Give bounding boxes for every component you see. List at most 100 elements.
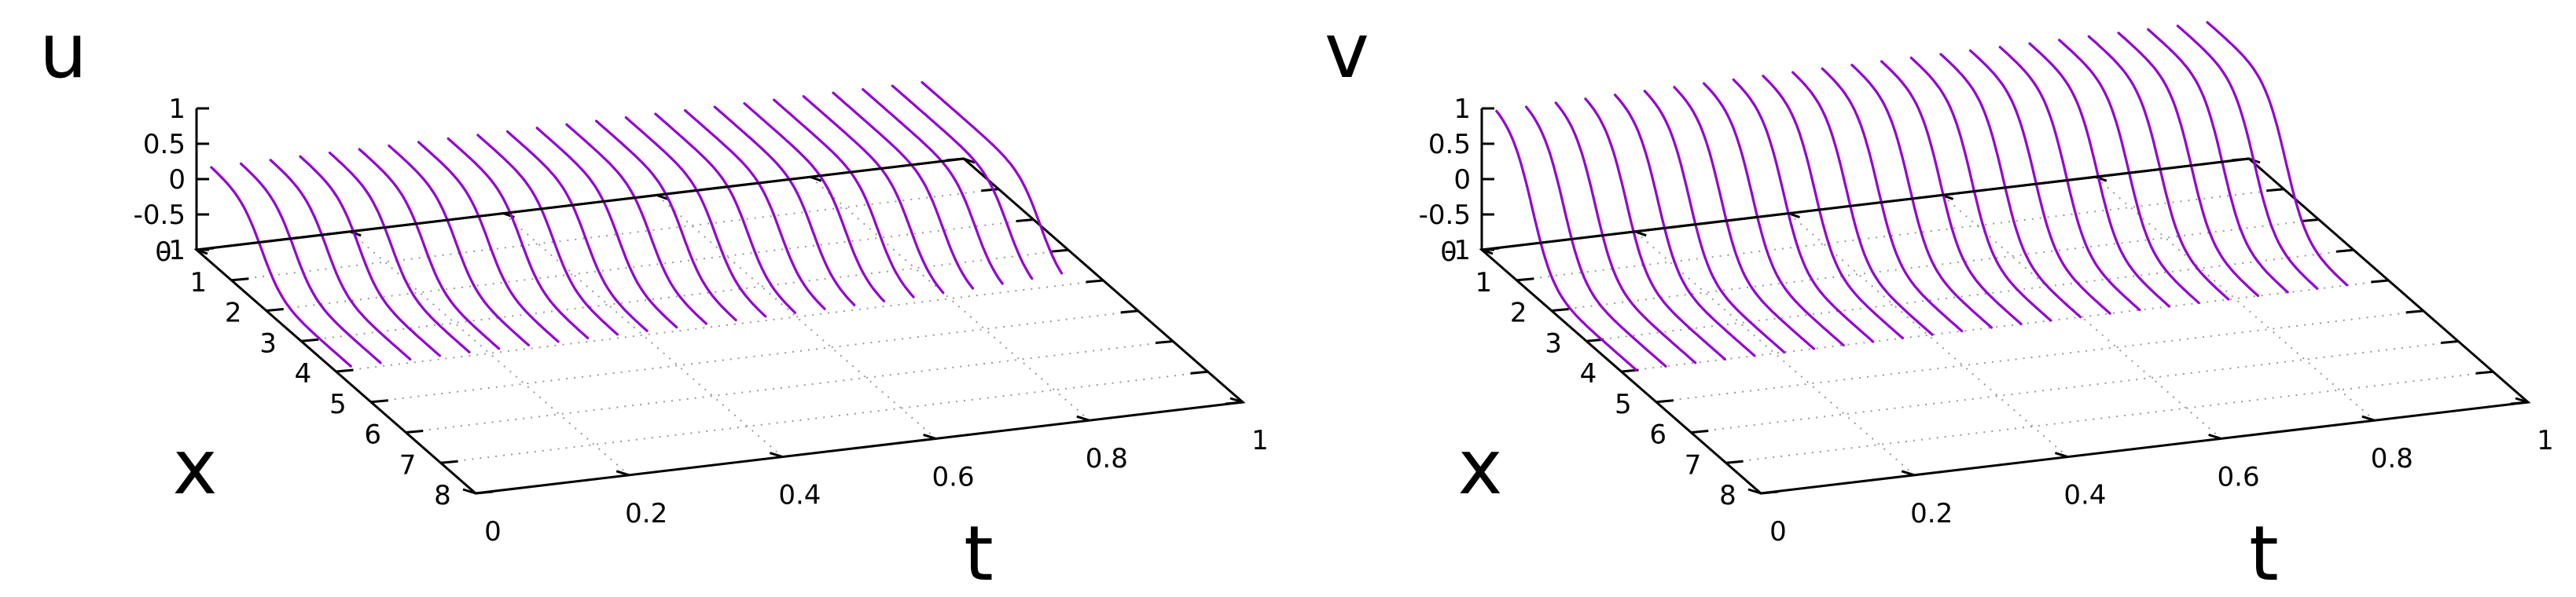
t-tick-label: 0.8 (2371, 443, 2413, 474)
grid-line-t (502, 212, 784, 458)
surface-curve (654, 112, 796, 314)
x-tick-label: 6 (364, 419, 381, 451)
x-tick-mark-right (2441, 340, 2459, 344)
surface-curve (1732, 78, 1875, 343)
t-tick-label: 0.2 (625, 498, 667, 529)
surface-curves (1495, 20, 2349, 372)
x-tick-mark-right (1156, 340, 1174, 344)
surface-curve (1998, 46, 2141, 312)
surface-curve (506, 130, 649, 332)
grid-line-x (231, 188, 999, 281)
t-tick-mark (2208, 433, 2222, 440)
x-tick-label: 3 (259, 328, 277, 359)
x-tick-label: 4 (295, 358, 312, 390)
surface-curve (269, 159, 412, 361)
x-tick-mark-right (981, 188, 999, 192)
surface-curve (388, 145, 530, 346)
x-tick-label: 1 (1475, 267, 1493, 298)
surface-curve (921, 81, 1064, 275)
grid-line-x (1586, 249, 2354, 342)
x-tick-mark (370, 399, 389, 404)
grid-line-x (336, 280, 1104, 372)
surface-curve (1554, 101, 1697, 364)
t-tick-label: 0 (1769, 516, 1787, 548)
surface-curve (713, 105, 856, 306)
t-tick-mark (2361, 415, 2376, 422)
surface-curve (535, 126, 678, 329)
x-tick-label: 4 (1580, 358, 1597, 390)
x-tick-mark-right (1016, 218, 1034, 222)
x-tick-mark-right (2301, 218, 2319, 222)
surface-curve (417, 141, 560, 343)
surface-curve (1850, 64, 1993, 329)
t-tick-label: 0.6 (932, 461, 975, 493)
t-tick-label: 0.4 (778, 480, 821, 511)
surface-curve (1584, 97, 1726, 361)
t-tick-mark (616, 470, 630, 477)
t-tick-label: 0.6 (2218, 461, 2260, 493)
x-tick-label: 6 (1649, 419, 1666, 451)
t-tick-label: 0.8 (1086, 443, 1128, 474)
surface-curve (595, 119, 737, 321)
z-tick-label: 1 (168, 93, 186, 125)
x-tick-mark (1551, 308, 1569, 312)
surface-curve (624, 116, 767, 318)
surface-curve (1969, 49, 2111, 315)
x-tick-mark-right (1225, 401, 1244, 405)
t-tick-label: 1 (2537, 425, 2554, 456)
x-tick-label: 7 (399, 449, 417, 481)
x-tick-mark (406, 430, 424, 434)
x-tick-mark (1760, 490, 1779, 495)
t-axis-title: t (964, 510, 994, 597)
surface-curve (891, 84, 1034, 280)
grid-line-t (349, 231, 630, 476)
x-tick-mark-right (1190, 370, 1208, 375)
grid-line-x (370, 309, 1138, 403)
t-tick-mark (2054, 452, 2068, 459)
z-tick-label: 1 (1453, 93, 1471, 125)
surface-curve (1880, 60, 2023, 326)
x-tick-mark (300, 338, 319, 342)
surface-curve (1939, 53, 2082, 319)
surface-curve (1673, 86, 1815, 350)
x-tick-mark-right (1086, 279, 1104, 284)
surface-curve (1643, 90, 1786, 353)
surface-curve (1791, 71, 1934, 336)
back-edge (1481, 157, 2250, 251)
z-tick-label: -1 (159, 235, 186, 266)
grid-line-x (1691, 340, 2459, 434)
x-tick-mark-right (2335, 248, 2354, 253)
x-tick-mark-right (1050, 248, 1069, 253)
x-tick-label: 0 (1440, 236, 1457, 268)
x-tick-mark-right (2405, 309, 2424, 314)
surface-curve (1821, 67, 1964, 332)
x-axis-title: x (1458, 423, 1503, 511)
z-tick-label: -1 (1444, 235, 1471, 266)
z-tick-label: -0.5 (134, 200, 186, 231)
t-axis-title: t (2249, 510, 2279, 597)
x-tick-mark (336, 368, 354, 373)
surface-curve (1762, 75, 1904, 339)
variable-label: u (39, 7, 87, 95)
t-tick-mark (923, 433, 937, 440)
x-tick-label: 2 (1510, 298, 1527, 329)
x-axis-title: x (173, 423, 218, 511)
x-tick-mark (1725, 460, 1744, 464)
grid-line-x (1621, 280, 2389, 372)
grid-line-x (440, 371, 1208, 464)
x-tick-mark (475, 490, 494, 495)
x-tick-mark-right (2266, 188, 2284, 192)
surface-curve (476, 134, 619, 336)
surface-curves (210, 81, 1064, 368)
surface-curve (2087, 35, 2230, 301)
grid-line-x (301, 249, 1069, 342)
x-tick-label: 5 (1615, 389, 1632, 420)
x-tick-label: 3 (1545, 328, 1562, 359)
x-tick-mark (231, 277, 249, 282)
x-tick-mark-right (2475, 370, 2493, 375)
x-tick-label: 5 (329, 389, 347, 420)
surface-curve (802, 95, 945, 295)
x-tick-label: 8 (1719, 480, 1736, 511)
